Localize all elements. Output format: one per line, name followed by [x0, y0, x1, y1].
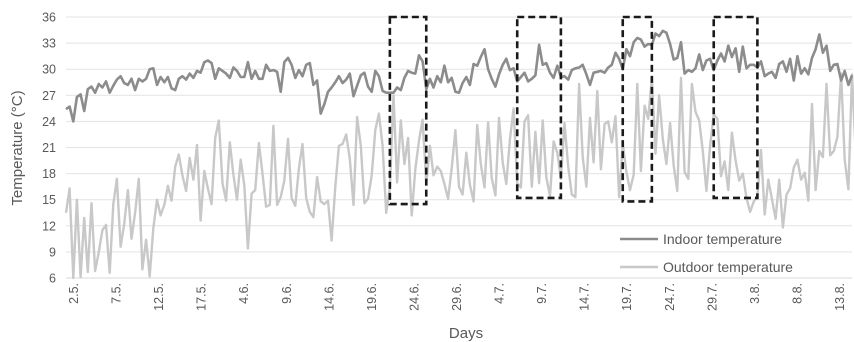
y-tick-label: 12 [42, 219, 56, 233]
x-tick-label: 3.8. [748, 283, 762, 304]
x-tick-label: 17.5. [195, 283, 209, 311]
y-tick-label: 33 [42, 37, 56, 51]
x-axis-title: Days [449, 325, 483, 342]
x-tick-label: 4.6. [237, 283, 251, 304]
y-tick-label: 6 [49, 272, 56, 286]
legend-label-indoor-temperature: Indoor temperature [663, 231, 782, 247]
series-line-outdoor-temperature [64, 72, 854, 280]
y-tick-label: 30 [42, 63, 56, 77]
highlight-boxes [388, 15, 759, 206]
highlight-box-4 [712, 15, 759, 200]
y-tick-label: 24 [42, 115, 56, 129]
x-tick-label: 19.6. [365, 283, 379, 311]
y-tick-label: 36 [42, 11, 56, 25]
y-tick-label: 27 [42, 89, 56, 103]
x-tick-label: 24.6. [407, 283, 421, 311]
y-tick-label: 9 [49, 245, 56, 259]
y-tick-label: 15 [42, 193, 56, 207]
y-tick-labels: 6 9 12 15 18 21 24 27 30 33 36 [42, 11, 56, 286]
x-tick-label: 14.6. [322, 283, 336, 311]
x-tick-label: 9.7. [535, 283, 549, 304]
x-tick-label: 2.5. [67, 283, 81, 304]
y-axis-title: Temperature (°C) [9, 90, 26, 205]
x-tick-label: 29.7. [705, 283, 719, 311]
x-tick-label: 19.7. [620, 283, 634, 311]
legend-label-outdoor-temperature: Outdoor temperature [663, 259, 793, 275]
y-tick-label: 21 [42, 141, 56, 155]
x-tick-label: 12.5. [152, 283, 166, 311]
highlight-box-1 [388, 15, 428, 206]
y-tick-label: 18 [42, 167, 56, 181]
highlight-box-3 [621, 15, 654, 203]
x-tick-label: 8.8. [790, 283, 804, 304]
x-tick-label: 24.7. [663, 283, 677, 311]
gridlines [66, 16, 852, 253]
x-tick-label: 9.6. [280, 283, 294, 304]
highlight-box-2 [515, 15, 563, 200]
x-tick-label: 4.7. [493, 283, 507, 304]
x-tick-label: 13.8. [833, 283, 847, 311]
legend: Indoor temperature Outdoor temperature [620, 231, 793, 275]
x-tick-label: 14.7. [578, 283, 592, 311]
x-tick-label: 29.6. [450, 283, 464, 311]
x-tick-label: 7.5. [110, 283, 124, 304]
x-tick-labels: 2.5. 7.5. 12.5. 17.5. 4.6. 9.6. 14.6. 19.6. 24.6… [67, 283, 847, 311]
series-line-indoor-temperature [65, 29, 854, 123]
